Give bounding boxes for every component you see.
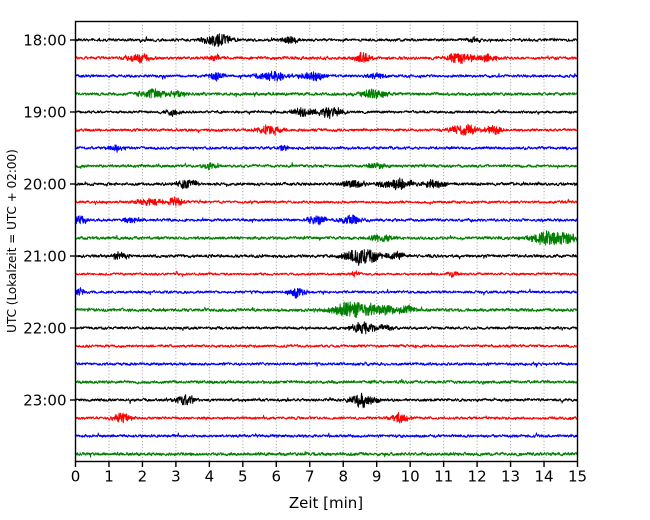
x-axis-title: Zeit [min] (289, 494, 363, 512)
y-tick-label: 19:00 (23, 104, 66, 122)
trace-line (75, 230, 578, 246)
y-tick-label: 21:00 (23, 248, 66, 266)
y-axis-title: UTC (Lokalzeit = UTC + 02:00) (5, 149, 19, 333)
trace-line (75, 162, 578, 171)
x-axis-ticks: 0 1 2 3 4 5 6 7 8 9 10 11 12 13 14 15 (71, 461, 587, 486)
x-tick-label: 9 (372, 468, 382, 486)
x-tick-label: 3 (171, 468, 181, 486)
x-tick-label: 4 (205, 468, 215, 486)
x-tick-label: 1 (104, 468, 114, 486)
trace-line (75, 301, 578, 318)
x-tick-label: 15 (568, 468, 587, 486)
x-tick-label: 12 (468, 468, 487, 486)
trace-line (75, 412, 578, 424)
x-tick-label: 5 (238, 468, 248, 486)
trace-line (75, 343, 578, 349)
x-tick-label: 10 (401, 468, 420, 486)
y-tick-label: 22:00 (23, 320, 66, 338)
trace-line (75, 378, 578, 386)
y-tick-label: 20:00 (23, 176, 66, 194)
seismic-traces (75, 33, 578, 458)
x-tick-label: 8 (338, 468, 348, 486)
trace-line (75, 70, 578, 82)
trace-line (75, 51, 578, 65)
plot-frame (74, 20, 579, 463)
y-axis-ticks: 18:00 19:00 20:00 21:00 22:00 23:00 (23, 32, 76, 410)
trace-line (75, 321, 578, 335)
x-tick-label: 11 (434, 468, 453, 486)
x-tick-label: 7 (305, 468, 315, 486)
trace-line (75, 432, 578, 438)
trace-line (75, 249, 578, 266)
trace-line (75, 451, 578, 458)
trace-line (75, 287, 578, 299)
trace-line (75, 33, 578, 48)
trace-line (75, 392, 578, 409)
y-tick-label: 23:00 (23, 392, 66, 410)
trace-line (75, 214, 578, 226)
trace-line (75, 123, 578, 136)
x-tick-label: 6 (272, 468, 282, 486)
x-tick-label: 13 (501, 468, 520, 486)
trace-line (75, 107, 578, 120)
trace-line (75, 270, 578, 278)
trace-line (75, 196, 578, 207)
x-tick-label: 14 (534, 468, 553, 486)
trace-line (75, 177, 578, 191)
trace-line (75, 144, 578, 153)
trace-line (75, 361, 578, 368)
x-tick-label: 0 (71, 468, 81, 486)
y-tick-label: 18:00 (23, 32, 66, 50)
x-tick-label: 2 (138, 468, 148, 486)
trace-line (75, 88, 578, 100)
